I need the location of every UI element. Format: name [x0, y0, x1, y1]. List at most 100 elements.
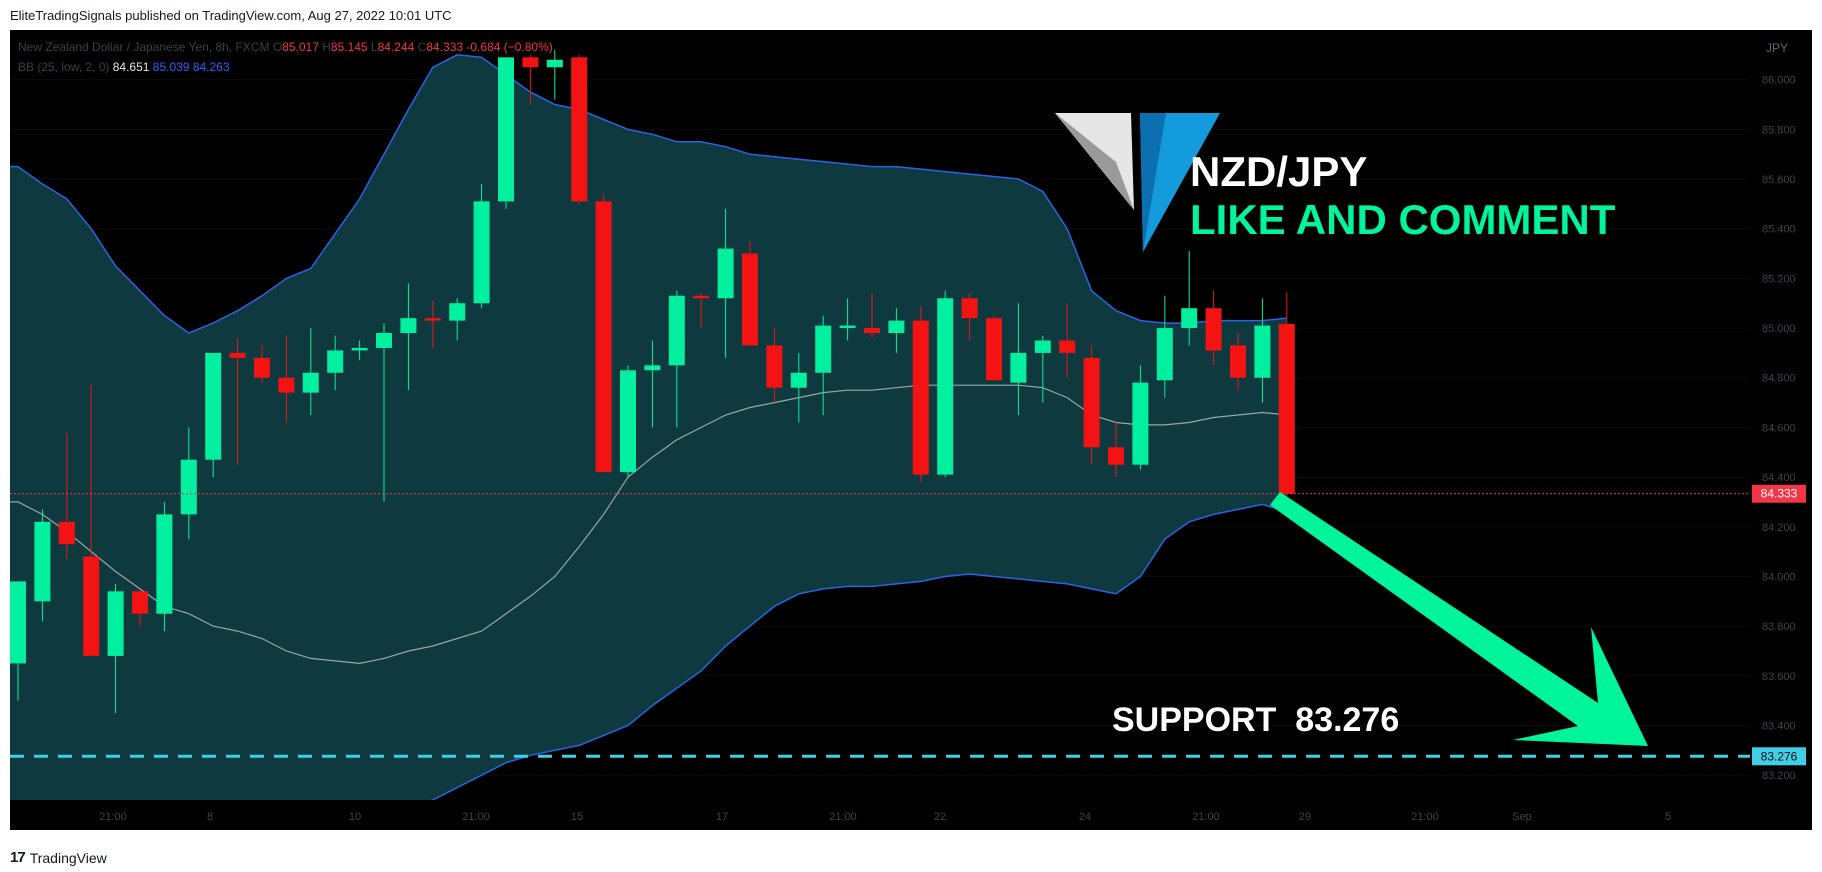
candle-body: [693, 295, 710, 299]
svg-text:83.276: 83.276: [1761, 749, 1798, 763]
symbol-legend: New Zealand Dollar / Japanese Yen, 8h, F…: [18, 40, 553, 54]
candle-down: [742, 241, 758, 346]
candle-up: [376, 323, 392, 502]
candle-up: [351, 340, 368, 361]
candle-body: [376, 333, 392, 348]
candle-body: [986, 318, 1002, 381]
cta-label: LIKE AND COMMENT: [1190, 196, 1616, 243]
candle-up: [815, 315, 832, 415]
candle-body: [351, 347, 368, 351]
candle-up: [473, 184, 490, 309]
support-price-tag: 83.276: [1752, 747, 1806, 766]
candle-body: [742, 253, 758, 346]
bb-upper-value: 85.039: [152, 60, 190, 74]
x-tick-label: Sep: [1512, 811, 1532, 823]
candle-body: [1132, 382, 1149, 465]
tradingview-icon: 17: [10, 849, 26, 866]
candle-body: [1205, 308, 1222, 351]
y-tick-label: 85.400: [1762, 224, 1796, 236]
candle-body: [132, 591, 148, 614]
candle-up: [1156, 295, 1173, 398]
candle-down: [522, 54, 539, 105]
candle-body: [424, 318, 441, 321]
candle-body: [302, 372, 319, 393]
x-tick-label: 21:00: [462, 811, 490, 823]
candle-down: [693, 293, 710, 329]
indicator-legend: BB (25, low, 2, 0) 84.651 85.039 84.263: [18, 60, 230, 74]
candle-body: [571, 57, 588, 202]
legend-open: 85.017: [282, 40, 319, 54]
candle-up: [302, 328, 319, 415]
svg-text:84.333: 84.333: [1761, 487, 1798, 501]
candle-up: [546, 49, 563, 100]
candle-body: [156, 514, 173, 614]
candle-body: [888, 320, 905, 334]
candle-body: [717, 248, 734, 299]
legend-high: 85.145: [330, 40, 368, 54]
x-tick-label: 17: [716, 811, 728, 823]
x-tick-label: 21:00: [1411, 811, 1439, 823]
candle-down: [229, 338, 246, 465]
bollinger-upper-line: [10, 54, 1287, 334]
candle-down: [1083, 345, 1100, 465]
support-label: SUPPORT 83.276: [1112, 701, 1399, 739]
candle-up: [1181, 251, 1198, 346]
candle-body: [10, 581, 26, 664]
candle-up: [620, 365, 636, 478]
bollinger-basis-line: [10, 384, 1287, 665]
candle-body: [1254, 325, 1271, 378]
candle-up: [1010, 303, 1027, 415]
candle-body: [1156, 328, 1173, 381]
time-axis: 21:00 8 10 21:00 15 17 21:00 22 24 21:00 29 21:00 Se…: [99, 811, 1671, 823]
candle-body: [205, 352, 222, 460]
candle-down: [571, 54, 588, 204]
y-tick-label: 85.200: [1762, 273, 1796, 285]
candle-down: [83, 385, 100, 656]
candle-body: [400, 318, 417, 334]
candle-body: [229, 352, 246, 358]
x-tick-label: 5: [1665, 811, 1671, 823]
x-tick-label: 15: [571, 811, 583, 823]
candle-body: [620, 370, 636, 473]
legend-close: 84.333: [426, 40, 464, 54]
candle-body: [668, 295, 685, 366]
candle-body: [1108, 447, 1124, 465]
y-tick-label: 85.600: [1762, 174, 1796, 186]
y-tick-label: 85.800: [1762, 124, 1796, 136]
candle-up: [839, 298, 856, 341]
last-price-tag: 84.333: [1752, 484, 1806, 503]
candle-down: [912, 305, 929, 483]
candle-body: [254, 357, 270, 378]
y-tick-label: 84.000: [1762, 571, 1796, 583]
x-tick-label: 22: [934, 811, 946, 823]
candles: [10, 49, 1295, 714]
candle-up: [1034, 335, 1051, 403]
candle-up: [1254, 298, 1271, 403]
price-axis: 83.200 83.400 83.600 83.800 84.000 84.200 84.4…: [1762, 75, 1796, 782]
candle-down: [595, 193, 612, 473]
candle-body: [1230, 345, 1246, 378]
candle-up: [327, 335, 344, 391]
y-tick-label: 84.800: [1762, 373, 1796, 385]
candle-up: [717, 208, 734, 358]
candle-body: [864, 328, 880, 334]
tradingview-logo[interactable]: 17 TradingView: [10, 849, 107, 866]
candle-up: [449, 298, 466, 341]
x-tick-label: 21:00: [99, 811, 127, 823]
brand-logo: [1055, 113, 1220, 252]
candle-down: [1205, 290, 1222, 366]
x-tick-label: 10: [349, 811, 361, 823]
candle-up: [156, 501, 173, 632]
candle-down: [1059, 303, 1076, 378]
candle-down: [864, 293, 880, 338]
candle-up: [937, 290, 954, 478]
candle-up: [10, 581, 26, 701]
candle-body: [473, 201, 490, 304]
candle-down: [278, 335, 295, 423]
x-tick-label: 29: [1299, 811, 1311, 823]
candle-up: [400, 283, 417, 391]
candle-body: [278, 377, 295, 393]
y-tick-label: 85.000: [1762, 323, 1796, 335]
publish-caption: EliteTradingSignals published on Trading…: [10, 8, 452, 23]
